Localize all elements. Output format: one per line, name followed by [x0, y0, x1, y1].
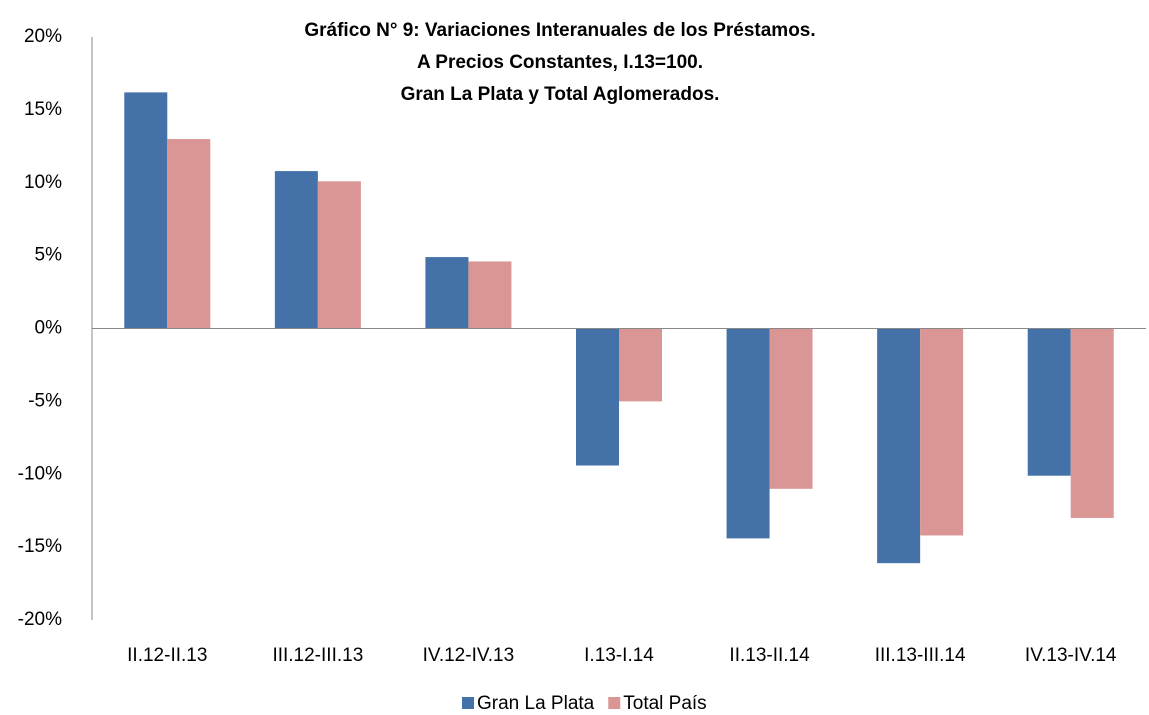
bar [317, 181, 361, 329]
x-tick-label: II.13-II.14 [729, 645, 810, 666]
x-tick-label: IV.13-IV.14 [1025, 645, 1117, 666]
y-tick-label: -15% [18, 536, 62, 557]
x-tick-label: III.12-III.13 [272, 645, 363, 666]
bar [877, 328, 921, 564]
x-tick-label: IV.12-IV.13 [423, 645, 515, 666]
y-tick-label: 15% [24, 99, 62, 120]
legend-swatch [608, 697, 621, 709]
bar [124, 92, 168, 329]
x-tick-label: II.12-II.13 [127, 645, 207, 666]
y-tick-label: -5% [28, 390, 62, 411]
bar [425, 257, 469, 329]
bar [619, 328, 662, 402]
y-tick-label: 0% [35, 318, 63, 339]
bar [1027, 328, 1071, 476]
legend-swatch [462, 697, 474, 709]
chart-title: Gran La Plata y Total Aglomerados. [401, 84, 720, 105]
y-tick-label: -10% [18, 463, 62, 484]
bar [769, 328, 813, 489]
x-tick-label: I.13-I.14 [584, 645, 654, 666]
chart-title: A Precios Constantes, I.13=100. [417, 52, 703, 73]
bar [468, 261, 512, 329]
y-tick-label: 10% [24, 172, 62, 193]
y-tick-label: 20% [24, 26, 62, 47]
chart-title: Gráfico N° 9: Variaciones Interanuales d… [304, 20, 815, 41]
legend-label: Gran La Plata [477, 693, 595, 714]
y-tick-label: -20% [18, 609, 62, 630]
bar [274, 171, 318, 329]
x-tick-label: III.13-III.14 [875, 645, 966, 666]
bar [167, 139, 211, 329]
bar [726, 328, 770, 539]
bar [576, 328, 619, 466]
bar [1070, 328, 1114, 518]
bar [920, 328, 964, 536]
y-tick-label: 5% [35, 245, 63, 266]
legend-label: Total País [623, 693, 706, 714]
